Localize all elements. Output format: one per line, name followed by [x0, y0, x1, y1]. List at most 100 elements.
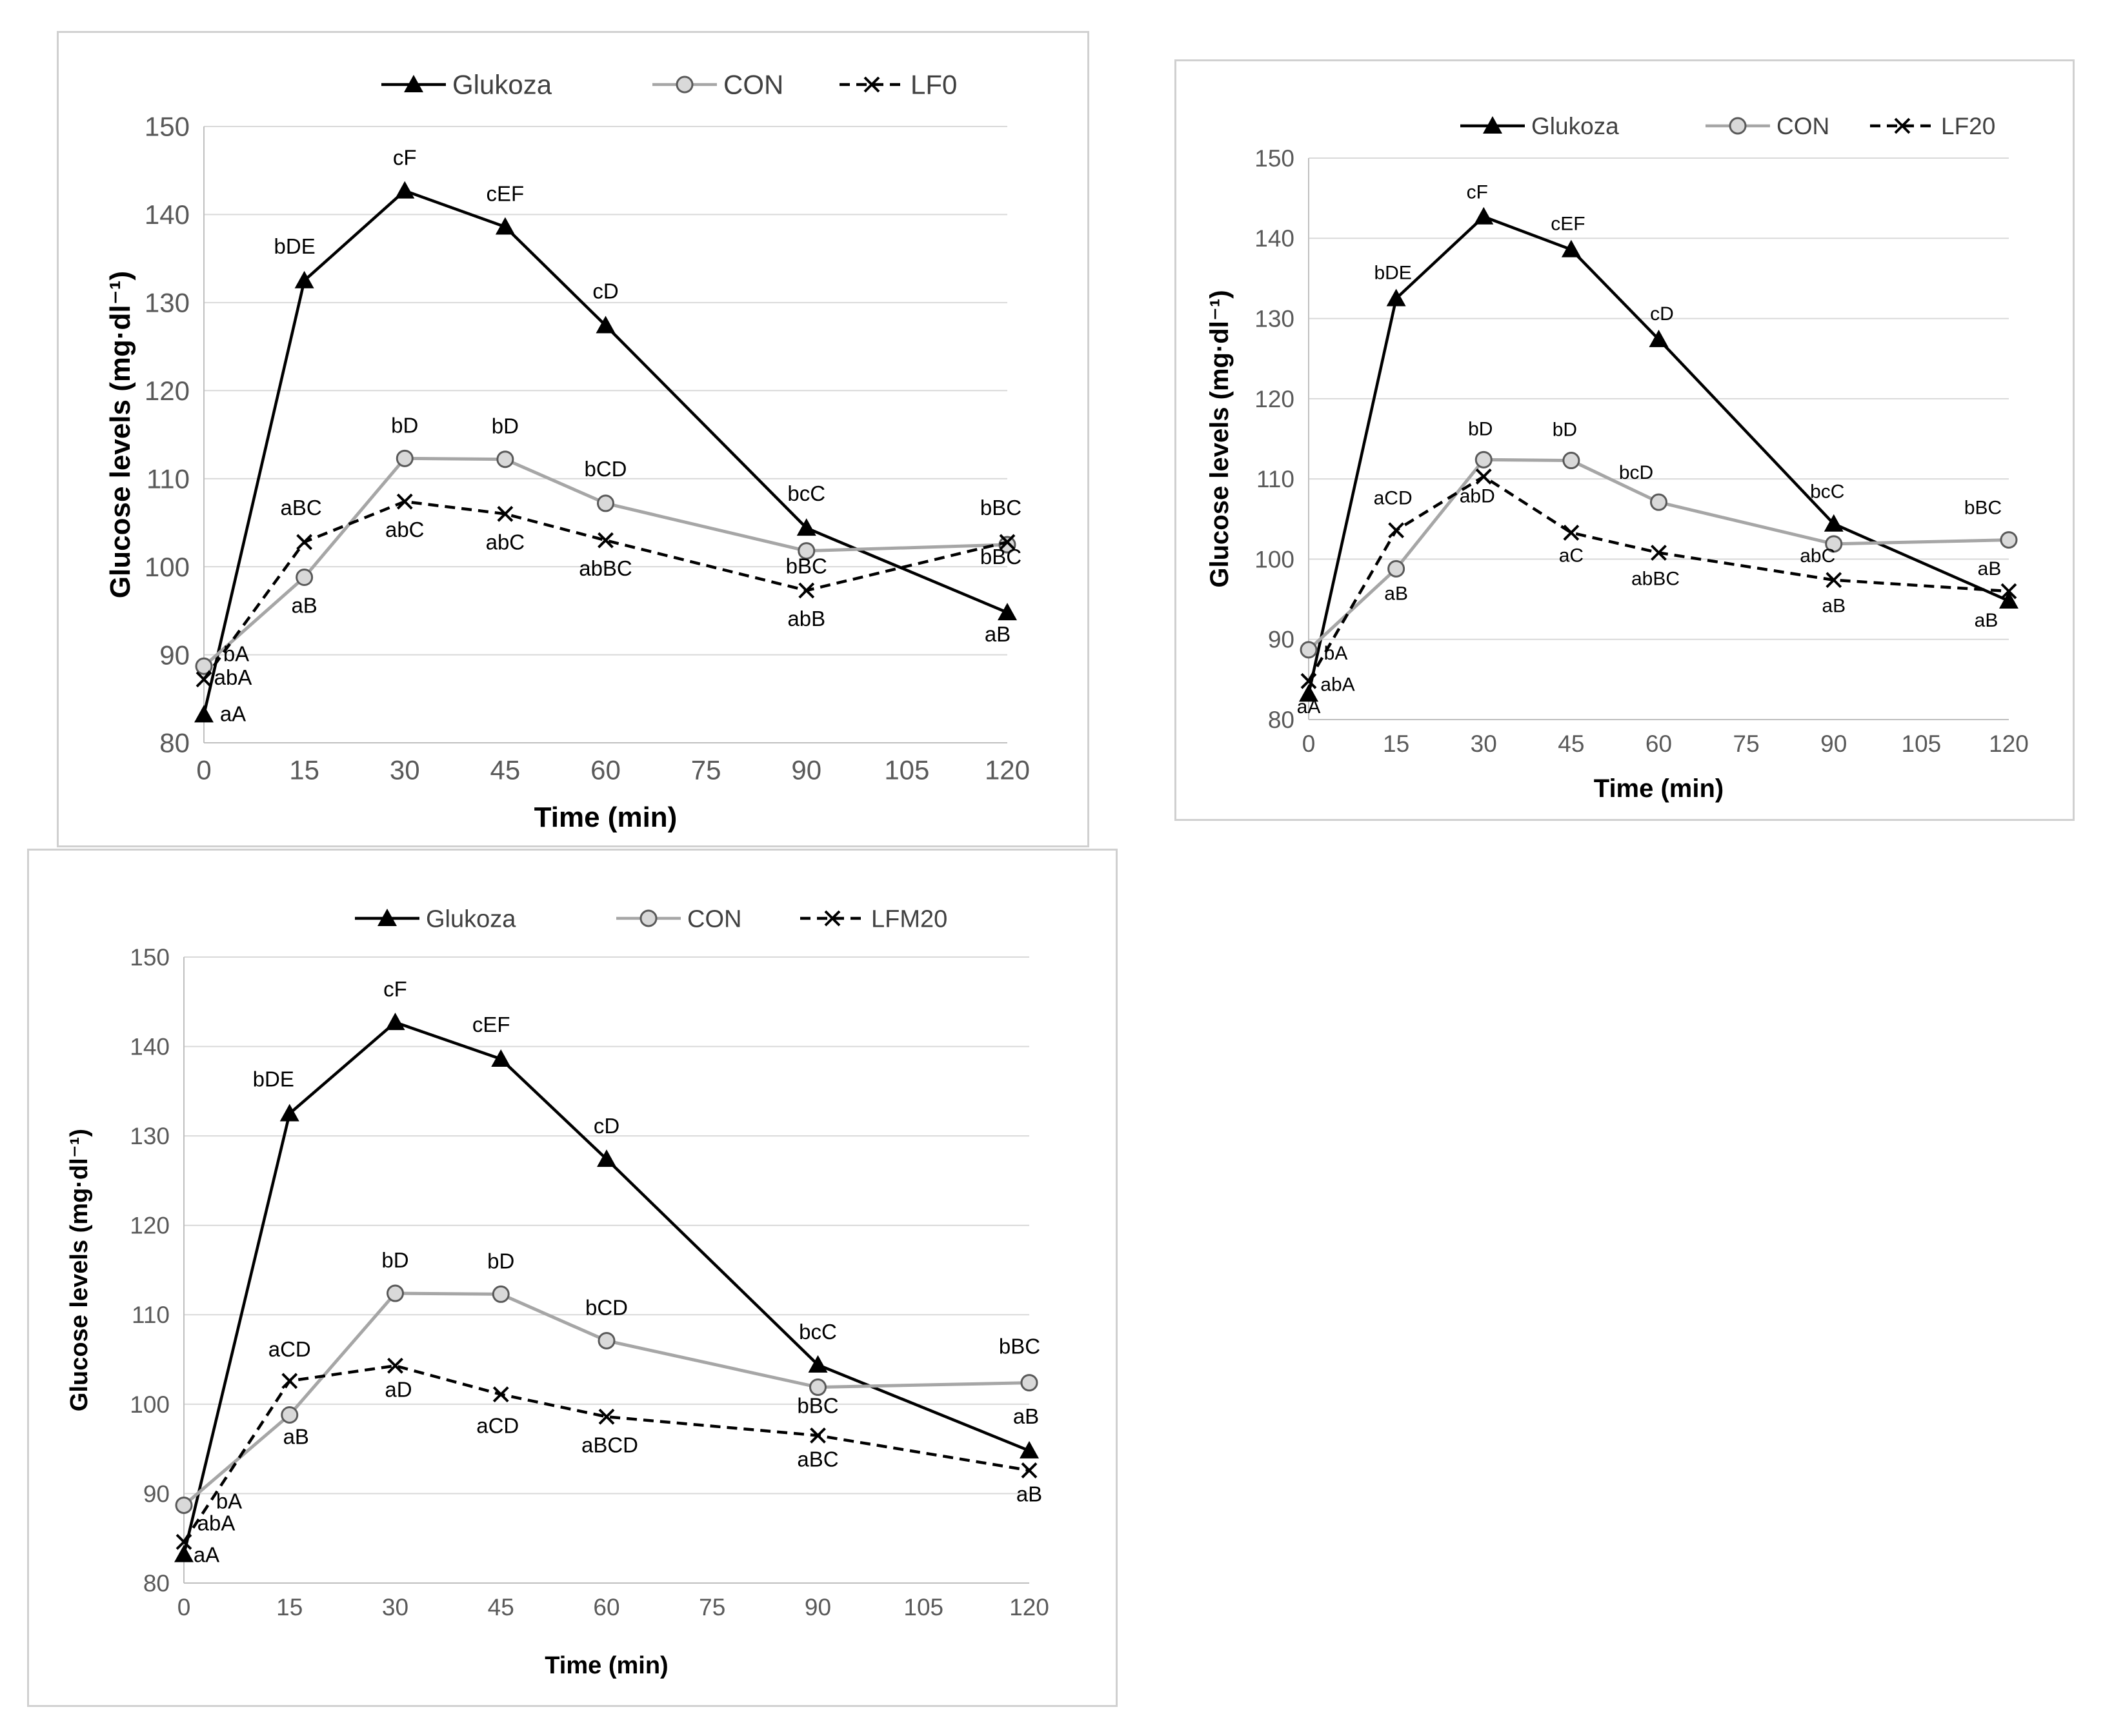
data-label: cEF	[1551, 214, 1585, 235]
y-tick-label: 90	[159, 640, 190, 670]
x-tick-label: 90	[791, 755, 821, 785]
data-point-con	[396, 449, 414, 467]
data-point-con	[1650, 493, 1667, 511]
legend-marker-con	[676, 76, 694, 94]
series-line-glukoza	[182, 1020, 1030, 1555]
data-label: aB	[985, 622, 1011, 646]
data-label: bA	[216, 1489, 242, 1513]
data-label: bD	[487, 1249, 514, 1273]
data-label: aB	[1978, 558, 2002, 580]
data-label: aB	[1016, 1482, 1042, 1506]
legend-label: CON	[723, 70, 783, 100]
legend-marker-lfm20	[824, 910, 841, 927]
data-point-con	[2000, 531, 2018, 549]
data-label: bDE	[253, 1067, 294, 1091]
series-line-lf0	[203, 500, 1008, 681]
legend-marker-glukoza	[404, 75, 423, 92]
data-point-con	[798, 542, 816, 560]
data-label: aB	[283, 1424, 309, 1448]
x-tick-label: 90	[805, 1594, 831, 1620]
data-label: aB	[1822, 596, 1846, 617]
legend-label: CON	[1776, 113, 1829, 139]
x-tick-label: 15	[276, 1594, 303, 1620]
data-label: bBC	[1964, 498, 2002, 519]
data-label: cD	[592, 279, 618, 303]
chart-lf0: 80 90 100 110 120 130 140 150 0 15 30 45 60 75 90 105 12…	[105, 70, 1030, 833]
chart-panel-lf0: 80 90 100 110 120 130 140 150 0 15 30 45 60 75 90 105 12…	[57, 31, 1089, 847]
data-label: bD	[381, 1248, 408, 1272]
data-point-glukoza	[808, 1355, 828, 1373]
x-tick-label: 120	[1009, 1594, 1049, 1620]
data-label: bBC	[999, 1335, 1040, 1358]
y-tick-label: 120	[145, 376, 190, 406]
data-label: aCD	[268, 1337, 311, 1361]
y-tick-label: 130	[145, 288, 190, 318]
data-point-lfm20	[598, 1408, 615, 1425]
data-label: aBC	[797, 1447, 838, 1471]
data-label: bcC	[799, 1320, 837, 1344]
x-tick-label: 30	[1471, 731, 1497, 757]
data-label: aB	[1384, 583, 1408, 604]
data-label: aBCD	[581, 1433, 638, 1457]
data-label: bDE	[274, 234, 316, 258]
data-point-glukoza	[174, 1544, 194, 1562]
data-point-glukoza	[1649, 329, 1669, 347]
x-tick-label: 60	[590, 755, 621, 785]
data-label: bBC	[797, 1394, 838, 1418]
data-point-lf20	[1475, 468, 1492, 485]
data-point-con	[1387, 560, 1405, 578]
chart-lfm20: 80 90 100 110 120 130 140 150 0 15 30 45 60 75 90 105 12…	[66, 905, 1049, 1679]
y-tick-label: 120	[1254, 386, 1294, 412]
y-axis-title: Glucose levels (mg·dl⁻¹)	[105, 271, 136, 598]
y-tick-label: 110	[1256, 466, 1294, 492]
y-tick-label: 130	[1254, 306, 1294, 332]
x-tick-label: 45	[490, 755, 521, 785]
data-point-glukoza	[1824, 514, 1844, 532]
data-point-con	[1562, 452, 1580, 470]
x-axis-title: Time (min)	[545, 1652, 668, 1679]
data-point-con	[809, 1378, 827, 1397]
y-tick-label: 80	[1268, 707, 1294, 733]
data-point-lf0	[798, 582, 815, 599]
data-label: bBC	[980, 496, 1021, 520]
data-label: abA	[214, 665, 252, 689]
data-label: abA	[197, 1511, 236, 1535]
data-label: bCD	[584, 457, 627, 481]
data-point-lf20	[1826, 572, 1842, 589]
data-label: abB	[787, 607, 825, 631]
data-point-lfm20	[176, 1533, 192, 1550]
data-point-lfm20	[387, 1357, 403, 1374]
data-point-con	[1020, 1374, 1038, 1392]
legend-label: Glukoza	[426, 905, 516, 933]
data-label: bDE	[1374, 263, 1411, 284]
data-point-con	[598, 1331, 616, 1349]
data-point-con	[496, 450, 514, 469]
data-point-glukoza	[491, 1049, 511, 1067]
x-axis-title: Time (min)	[1594, 774, 1724, 803]
data-point-lf0	[598, 532, 614, 549]
data-point-con	[296, 569, 314, 587]
legend-marker-glukoza	[1483, 116, 1502, 134]
data-point-con	[597, 494, 614, 512]
data-point-lf0	[296, 534, 313, 550]
data-point-con	[1474, 450, 1493, 469]
data-point-glukoza	[1999, 591, 2018, 609]
data-label: cF	[393, 146, 417, 170]
data-point-lf0	[196, 671, 212, 688]
data-label: bcD	[1619, 462, 1653, 483]
legend-label: CON	[687, 905, 741, 933]
data-label: cEF	[472, 1013, 510, 1036]
data-label: abBC	[579, 556, 632, 580]
x-tick-label: 105	[1902, 731, 1942, 757]
data-point-con	[387, 1284, 404, 1302]
data-point-lf0	[999, 534, 1016, 550]
legend-marker-glukoza	[377, 909, 397, 926]
data-point-glukoza	[998, 603, 1017, 621]
data-point-lf20	[1388, 522, 1405, 539]
data-label: abA	[1320, 674, 1354, 695]
data-point-lf20	[2000, 583, 2017, 600]
x-tick-label: 90	[1820, 731, 1847, 757]
series-line-glukoza	[1307, 215, 2009, 694]
data-point-con	[281, 1406, 299, 1424]
data-point-lfm20	[1021, 1462, 1038, 1479]
